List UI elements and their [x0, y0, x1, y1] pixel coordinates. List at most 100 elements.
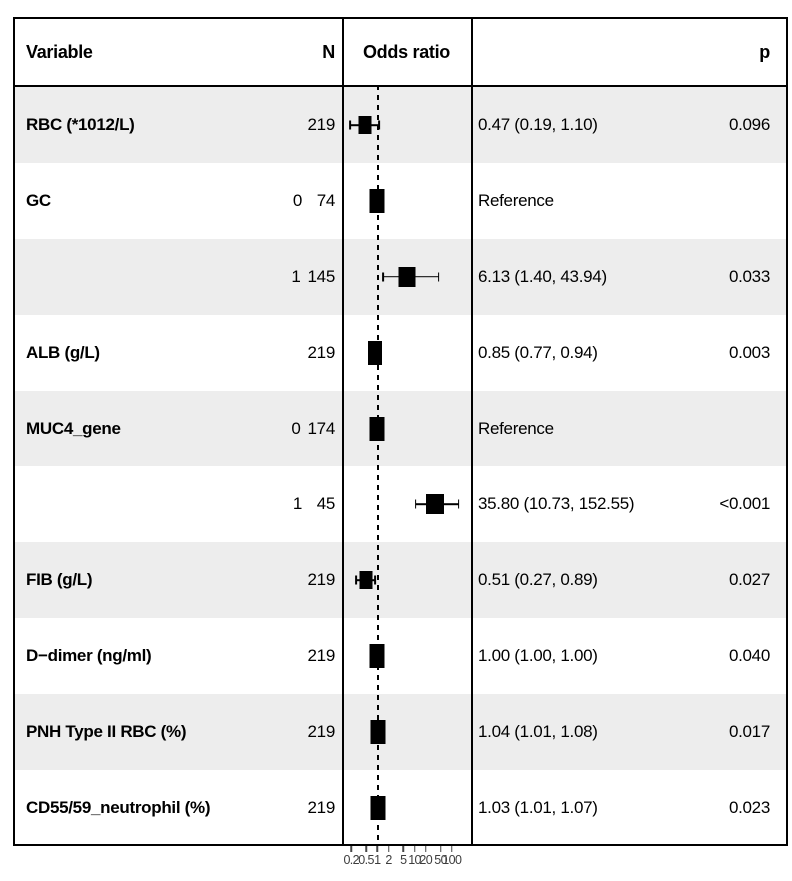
forest-plot-cell [342, 618, 471, 694]
axis-tick [387, 846, 390, 852]
p-value: 0.027 [728, 570, 770, 590]
header-n: N [322, 41, 335, 62]
ci-cap [349, 120, 352, 130]
table-row: D−dimer (ng/ml) 219 1.00 (1.00, 1.00) 0.… [15, 618, 786, 694]
p-value: 0.023 [728, 797, 770, 817]
ci-cap [377, 120, 380, 130]
axis-tick-label: 5 [400, 853, 407, 867]
forest-table: Variable N Odds ratio p RBC (*1012/L) 21… [13, 17, 788, 846]
ci-cap [414, 499, 417, 509]
estimate-box [359, 571, 373, 590]
estimate-ci-text: 0.51 (0.27, 0.89) [478, 570, 598, 590]
column-divider-left [342, 19, 344, 844]
n-value: 174 [307, 418, 336, 438]
axis-tick [350, 846, 352, 852]
variable-label: RBC (*1012/L) [26, 114, 135, 134]
row-estimate-p-cell: 0.51 (0.27, 0.89) 0.027 [471, 570, 786, 590]
axis-tick [451, 846, 453, 852]
axis-tick-label: 2 [385, 853, 392, 867]
forest-plot-cell [342, 87, 471, 163]
variable-label: D−dimer (ng/ml) [26, 646, 152, 666]
p-value: 0.017 [728, 722, 770, 742]
estimate-ci-text: 1.04 (1.01, 1.08) [478, 722, 598, 742]
row-variable-n-cell: PNH Type II RBC (%) 219 [15, 722, 342, 742]
n-cell: 1 45 [292, 494, 335, 514]
n-value: 74 [316, 190, 336, 210]
ci-cap [437, 272, 440, 282]
row-estimate-p-cell: 1.00 (1.00, 1.00) 0.040 [471, 646, 786, 666]
table-row: CD55/59_neutrophil (%) 219 1.03 (1.01, 1… [15, 770, 786, 846]
n-value: 219 [307, 570, 336, 590]
axis-tick [425, 846, 427, 852]
n-cell: 219 [291, 570, 336, 590]
axis-tick [376, 846, 379, 852]
row-estimate-p-cell: 1.04 (1.01, 1.08) 0.017 [471, 722, 786, 742]
table-row: 1 45 35.80 (10.73, 152.55) <0.001 [15, 466, 786, 542]
axis-tick-label: 0.5 [358, 853, 374, 867]
row-estimate-p-cell: 0.47 (0.19, 1.10) 0.096 [471, 115, 786, 135]
header-variable: Variable [26, 41, 93, 62]
variable-label: GC [26, 190, 51, 210]
p-value: 0.040 [728, 646, 770, 666]
variable-label: FIB (g/L) [26, 570, 93, 590]
estimate-box [398, 266, 416, 287]
n-cell: 219 [291, 114, 336, 135]
x-axis: 0.2 0.5 1 2 5 10 20 50 100 [342, 846, 471, 880]
table-row: 1 145 6.13 (1.40, 43.94) 0.033 [15, 238, 786, 315]
forest-plot-cell [342, 315, 471, 391]
header-odds-ratio: Odds ratio [342, 42, 471, 63]
ci-cap [457, 499, 460, 509]
variable-label: ALB (g/L) [26, 342, 100, 362]
axis-tick [439, 846, 442, 852]
estimate-ci-text: 6.13 (1.40, 43.94) [478, 266, 607, 286]
forest-plot-cell [342, 163, 471, 239]
row-variable-n-cell: D−dimer (ng/ml) 219 [15, 646, 342, 666]
n-cell: 1 145 [291, 267, 335, 287]
axis-tick [402, 846, 405, 852]
ci-cap [374, 575, 377, 585]
p-value: <0.001 [719, 494, 770, 514]
n-cell: 219 [291, 646, 336, 666]
estimate-box [426, 494, 445, 515]
variable-label: CD55/59_neutrophil (%) [26, 797, 211, 817]
estimate-ci-text: Reference [478, 418, 554, 438]
table-row: RBC (*1012/L) 219 0.47 (0.19, 1.10) 0.09… [15, 87, 786, 163]
n-value: 45 [316, 494, 336, 514]
p-value: 0.003 [728, 342, 770, 362]
level-value: 1 [291, 266, 301, 286]
n-value: 145 [307, 266, 336, 286]
header-odds-ratio-label: Odds ratio [362, 41, 450, 62]
row-estimate-p-cell: 35.80 (10.73, 152.55) <0.001 [471, 494, 786, 514]
table-header: Variable N Odds ratio p [15, 19, 786, 87]
estimate-ci-text: Reference [478, 190, 554, 210]
row-variable-n-cell: GC 0 74 [15, 191, 342, 211]
row-estimate-p-cell: 1.03 (1.01, 1.07) 0.023 [471, 798, 786, 818]
header-col-variable-n: Variable N [15, 42, 342, 63]
row-variable-n-cell: 1 145 [15, 267, 342, 287]
table-body: RBC (*1012/L) 219 0.47 (0.19, 1.10) 0.09… [15, 87, 786, 846]
n-value: 219 [307, 342, 336, 362]
n-cell: 0 74 [292, 191, 335, 211]
row-estimate-p-cell: Reference [471, 191, 786, 211]
level-value: 1 [292, 494, 302, 514]
n-value: 219 [307, 722, 336, 742]
n-value: 219 [307, 114, 336, 134]
estimate-ci-text: 0.47 (0.19, 1.10) [478, 114, 598, 134]
row-variable-n-cell: MUC4_gene 0 174 [15, 419, 342, 439]
axis-tick-label: 0.2 [343, 853, 360, 867]
n-value: 219 [307, 646, 336, 666]
n-cell: 219 [291, 722, 336, 742]
table-row: PNH Type II RBC (%) 219 1.04 (1.01, 1.08… [15, 694, 786, 771]
table-row: ALB (g/L) 219 0.85 (0.77, 0.94) 0.003 [15, 315, 786, 391]
row-estimate-p-cell: 0.85 (0.77, 0.94) 0.003 [471, 343, 786, 363]
level-value: 0 [291, 418, 301, 438]
forest-plot-cell [342, 694, 471, 770]
header-p: p [759, 41, 770, 62]
forest-plot-cell [342, 391, 471, 467]
variable-label: MUC4_gene [26, 418, 121, 438]
n-cell: 219 [291, 798, 336, 818]
forest-plot-cell [342, 770, 471, 846]
axis-tick-label: 100 [442, 853, 462, 867]
axis-tick [365, 846, 367, 852]
